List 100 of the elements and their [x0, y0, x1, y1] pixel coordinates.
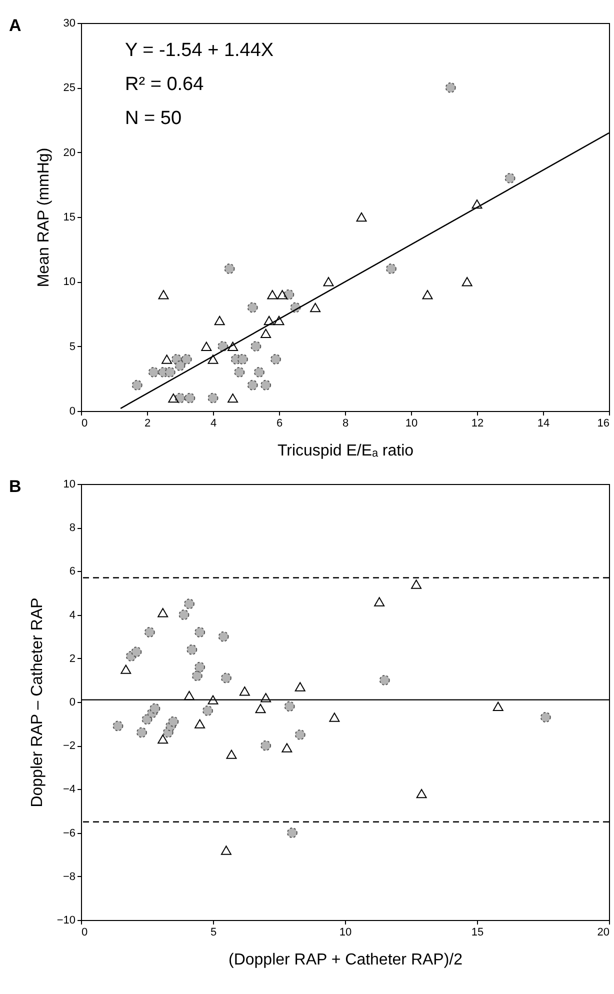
y-tick-label: 5 [69, 340, 76, 353]
annotation: R² = 0.64 [125, 74, 204, 95]
point [168, 393, 179, 403]
y-axis-title: Doppler RAP – Catheter RAP [28, 598, 46, 808]
point [504, 172, 516, 184]
x-tick-label: 6 [276, 418, 283, 430]
y-tick-label: 20 [63, 146, 76, 159]
x-tick-label: 10 [405, 418, 418, 430]
point [310, 302, 321, 312]
point [144, 627, 155, 638]
point [356, 212, 367, 222]
point [247, 380, 258, 390]
point [260, 380, 272, 390]
point [132, 380, 142, 390]
point [208, 695, 218, 704]
point [286, 828, 298, 838]
point [260, 740, 272, 751]
point [218, 341, 228, 352]
point [174, 360, 186, 371]
y-tick-label: 15 [63, 212, 76, 224]
y-tick-label: −4 [62, 784, 76, 796]
point [379, 674, 390, 686]
point [220, 846, 232, 855]
point [255, 704, 266, 714]
point [201, 342, 212, 351]
point [184, 392, 196, 404]
y-tick-label: 25 [63, 82, 76, 94]
point [150, 703, 160, 714]
point [472, 199, 482, 209]
point [158, 608, 168, 618]
point [164, 366, 176, 378]
y-tick-label: 6 [69, 566, 76, 578]
point [239, 686, 250, 696]
x-tick-label: 2 [144, 418, 151, 430]
point [184, 690, 194, 700]
x-tick-label: 8 [342, 418, 349, 430]
point [220, 672, 232, 684]
point [214, 316, 225, 326]
x-tick-label: 20 [597, 926, 610, 938]
point [540, 712, 551, 722]
point [492, 702, 504, 711]
point [142, 714, 152, 725]
annotation: N = 50 [125, 108, 182, 129]
y-tick-label: 0 [69, 696, 76, 708]
point [416, 788, 427, 798]
point [186, 644, 198, 655]
point [178, 610, 190, 620]
y-tick-label: 0 [69, 406, 76, 418]
point [181, 354, 192, 364]
x-tick-label: 5 [210, 926, 217, 938]
point [247, 302, 258, 313]
x-axis-title: Tricuspid E/Eₐ ratio [277, 442, 414, 460]
point [323, 277, 334, 286]
point [260, 693, 272, 702]
point [194, 662, 206, 672]
point [158, 290, 169, 300]
point [228, 393, 238, 403]
point [112, 720, 124, 732]
point [264, 316, 274, 326]
point [224, 264, 235, 274]
point [136, 727, 147, 738]
x-tick-label: 16 [597, 418, 610, 430]
point [120, 664, 132, 674]
point [208, 354, 218, 364]
point [234, 366, 245, 378]
point [184, 598, 194, 610]
y-tick-label: 30 [63, 18, 76, 30]
y-axis-title: Mean RAP (mmHg) [35, 148, 52, 288]
x-tick-label: 14 [537, 418, 550, 430]
point [284, 701, 295, 712]
point [174, 392, 186, 404]
point [386, 264, 396, 274]
point [270, 354, 281, 364]
y-tick-label: 10 [63, 276, 76, 288]
point [277, 290, 288, 300]
point [267, 290, 278, 300]
y-tick-label: −10 [56, 914, 76, 926]
x-tick-label: 4 [210, 418, 217, 430]
point [226, 750, 237, 759]
point [260, 328, 272, 338]
x-tick-label: 12 [471, 418, 484, 430]
point [148, 366, 159, 378]
point [218, 631, 229, 642]
chart-title: B [9, 477, 22, 496]
y-tick-label: 4 [69, 609, 76, 622]
point [237, 354, 248, 364]
point [445, 82, 456, 93]
point [294, 729, 306, 740]
point [274, 316, 284, 326]
point [250, 341, 262, 352]
point [208, 392, 218, 404]
point [194, 627, 206, 638]
y-tick-label: −2 [62, 740, 76, 752]
x-tick-label: 0 [82, 418, 88, 430]
point [294, 682, 306, 692]
point [374, 597, 385, 606]
x-tick-label: 0 [82, 926, 88, 938]
chart-title: A [9, 16, 22, 35]
point [228, 342, 238, 351]
y-tick-label: 10 [63, 478, 76, 490]
